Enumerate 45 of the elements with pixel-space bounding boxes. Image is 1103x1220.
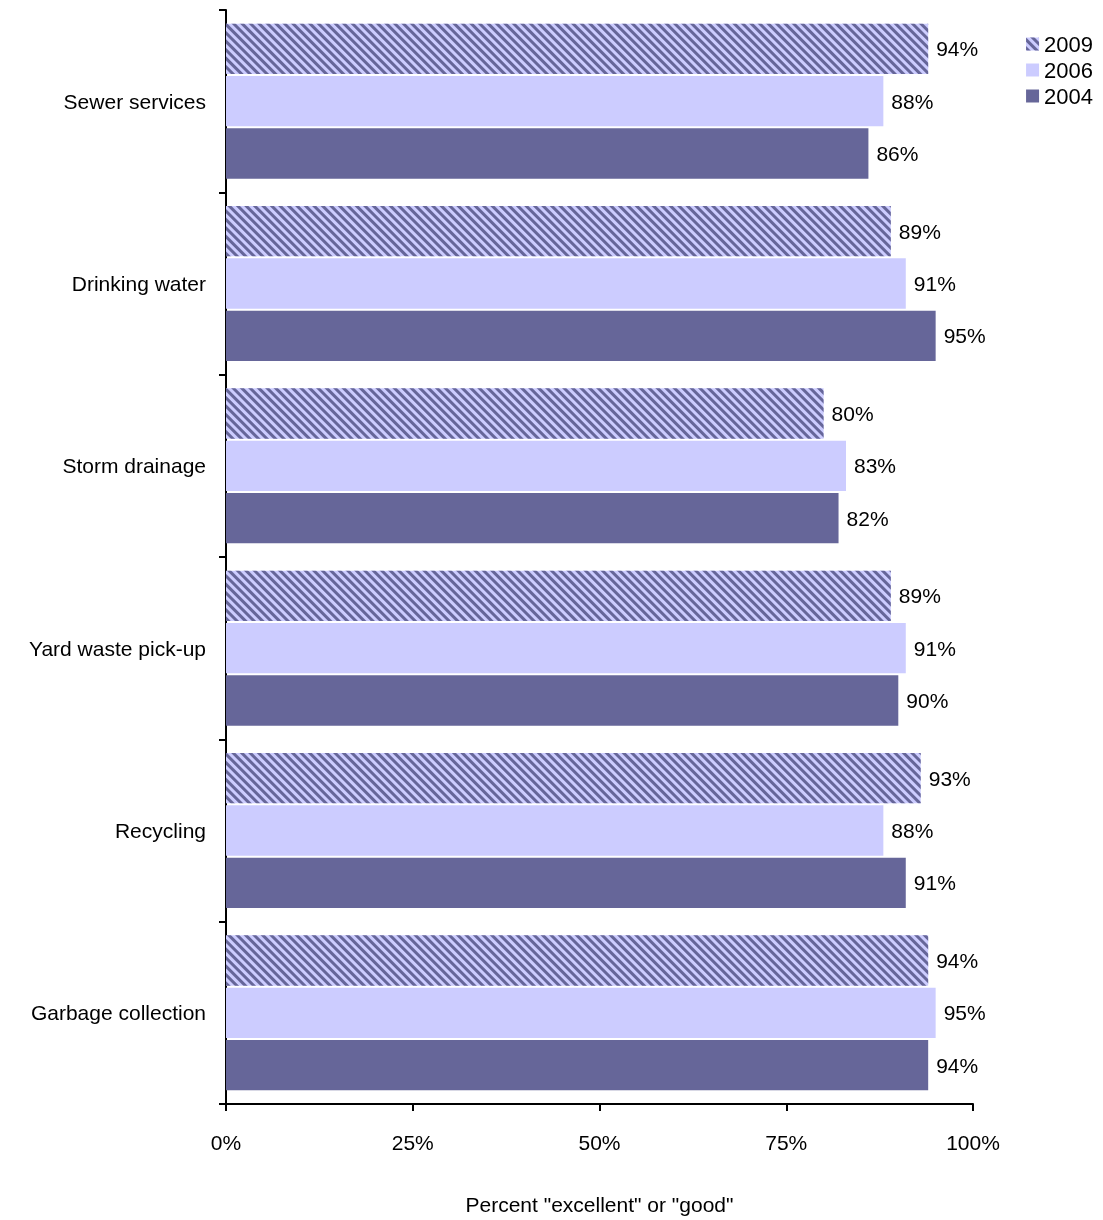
bar [226, 987, 936, 1038]
bar [226, 675, 899, 726]
data-label: 93% [928, 766, 971, 790]
x-tick-label: 50% [578, 1131, 621, 1154]
bar [226, 623, 906, 674]
bar [226, 258, 906, 309]
data-label: 89% [898, 219, 941, 243]
data-label: 89% [898, 584, 941, 608]
data-label: 91% [913, 871, 956, 895]
y-tick-label: Recycling [114, 819, 206, 842]
legend-label: 2004 [1044, 83, 1094, 109]
y-tick-label: Storm drainage [62, 454, 206, 478]
bar [226, 128, 869, 179]
data-label: 94% [936, 37, 979, 61]
bar [226, 440, 847, 491]
legend-label: 2009 [1044, 31, 1094, 57]
y-tick-label: Sewer services [63, 89, 206, 113]
x-tick-label: 25% [391, 1131, 434, 1154]
y-tick-label: Garbage collection [30, 1001, 206, 1025]
data-label: 90% [906, 689, 949, 712]
bar [226, 310, 936, 361]
bar [226, 493, 839, 544]
data-label: 88% [891, 89, 934, 113]
bar [226, 857, 906, 908]
data-label: 91% [913, 636, 956, 660]
x-axis-title: Percent "excellent" or "good" [465, 1193, 734, 1216]
x-tick-label: 100% [946, 1131, 1000, 1154]
data-label: 95% [943, 1001, 986, 1025]
bar [226, 1040, 929, 1091]
data-label: 82% [846, 506, 889, 530]
data-label: 95% [943, 324, 986, 348]
bar [226, 76, 884, 127]
data-label: 94% [936, 1053, 979, 1077]
x-tick-label: 75% [765, 1131, 808, 1154]
y-tick-label: Yard waste pick-up [28, 636, 206, 660]
data-label: 91% [913, 272, 956, 295]
data-label: 86% [876, 142, 919, 165]
data-label: 80% [831, 402, 874, 425]
data-label: 94% [936, 949, 979, 972]
legend-label: 2006 [1044, 57, 1094, 83]
y-tick-label: Drinking water [71, 272, 206, 295]
x-tick-label: 0% [210, 1131, 242, 1154]
data-label: 83% [854, 454, 897, 478]
bar [226, 805, 884, 856]
data-label: 88% [891, 819, 934, 842]
